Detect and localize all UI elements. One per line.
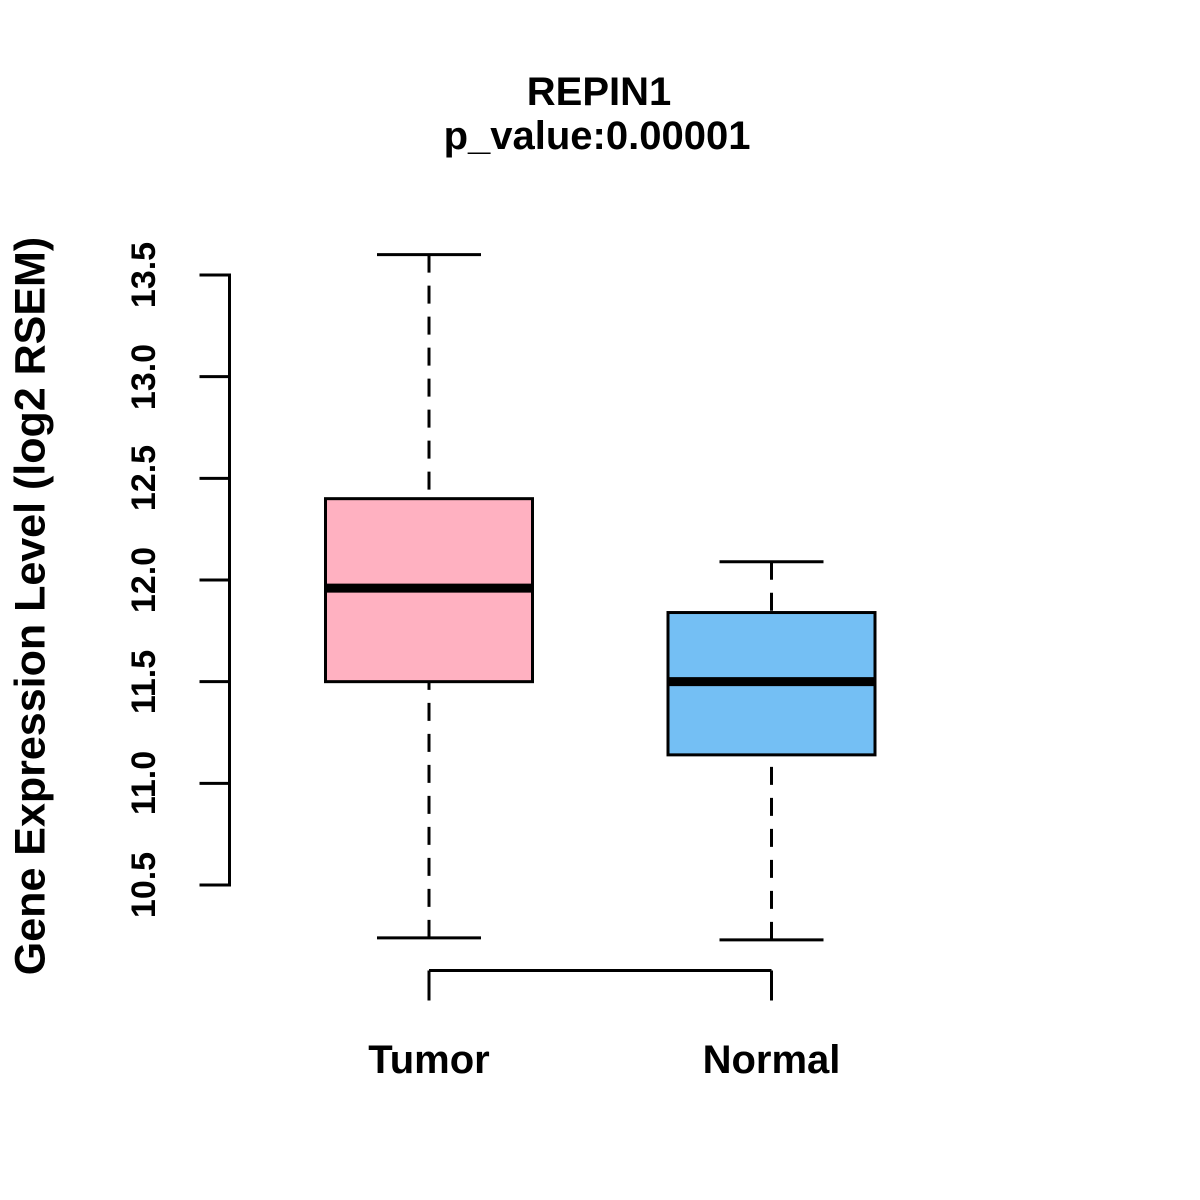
chart-title: REPIN1 (526, 70, 672, 114)
chart-subtitle: p_value:0.00001 (443, 114, 751, 158)
x-category-label-normal: Normal (702, 1038, 841, 1082)
x-category-label-tumor: Tumor (368, 1038, 490, 1082)
